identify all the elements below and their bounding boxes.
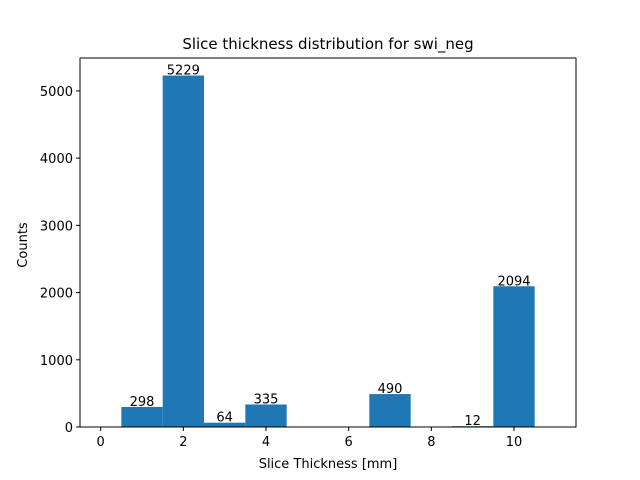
y-tick-label-3000: 3000 — [40, 219, 73, 234]
data-label-7: 490 — [378, 382, 403, 397]
bar-10 — [493, 286, 535, 427]
data-label-4: 335 — [254, 392, 279, 407]
y-tick-label-2000: 2000 — [40, 287, 73, 302]
bar-3 — [204, 422, 246, 427]
y-tick-label-5000: 5000 — [40, 85, 73, 100]
data-label-2: 5229 — [167, 64, 200, 79]
x-tick-label-6: 6 — [345, 435, 353, 450]
data-label-10: 2094 — [497, 274, 530, 289]
axes-layer: 0 2 4 6 8 10 0 1000 2000 3000 4000 5000 — [40, 57, 577, 450]
bar-4 — [245, 404, 287, 427]
y-tick-label-1000: 1000 — [40, 354, 73, 369]
x-tick-label-8: 8 — [427, 435, 435, 450]
bar-7 — [369, 394, 411, 427]
bar-2 — [162, 75, 204, 427]
data-label-1: 298 — [130, 395, 155, 410]
x-tick-label-0: 0 — [97, 435, 105, 450]
y-tick-label-4000: 4000 — [40, 152, 73, 167]
x-tick-label-2: 2 — [179, 435, 187, 450]
y-tick-label-0: 0 — [65, 421, 73, 436]
y-axis-label: Counts — [16, 222, 31, 268]
bars-layer — [121, 75, 535, 427]
data-labels-layer: 298 5229 64 335 490 12 2094 — [130, 64, 531, 430]
data-label-9: 12 — [464, 414, 481, 429]
x-axis-label: Slice Thickness [mm] — [259, 457, 398, 472]
x-tick-label-10: 10 — [506, 435, 523, 450]
chart-title: Slice thickness distribution for swi_neg — [182, 35, 473, 54]
plot-frame — [79, 57, 577, 428]
bar-1 — [121, 406, 163, 427]
data-label-3: 64 — [216, 411, 233, 426]
x-tick-label-4: 4 — [262, 435, 270, 450]
